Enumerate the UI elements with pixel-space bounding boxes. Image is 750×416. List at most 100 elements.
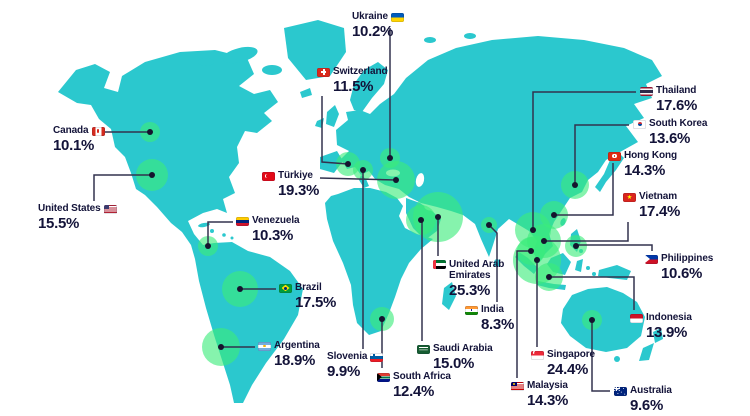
country-label-switzerland: Switzerland 11.5% — [317, 66, 388, 95]
leader-line-thailand — [532, 91, 636, 230]
country-name: Venezuela — [252, 215, 300, 226]
island — [586, 266, 590, 270]
country-name: Argentina — [274, 340, 320, 351]
country-name: South Africa — [393, 371, 451, 382]
south-korea-flag-icon — [633, 119, 646, 129]
turkiye-flag-icon — [262, 171, 275, 181]
united-arab-emirates-flag-icon — [433, 260, 446, 269]
country-value: 14.3% — [527, 392, 569, 409]
leader-line-vietnam — [544, 222, 629, 242]
malaysia-flag-icon — [511, 381, 524, 391]
leader-lines-layer — [93, 28, 653, 392]
country-value: 13.6% — [649, 130, 691, 147]
slovenia-flag-icon — [370, 352, 384, 362]
anchor-dot-australia — [589, 317, 595, 323]
country-label-slovenia: Slovenia 9.9% — [327, 351, 384, 379]
country-value: 10.6% — [661, 265, 703, 282]
arctic-island — [262, 65, 282, 75]
country-label-argentina: Argentina 18.9% — [258, 341, 320, 368]
anchor-dot-india — [486, 222, 492, 228]
anchor-dot-south-korea — [572, 182, 578, 188]
country-value: 25.3% — [449, 282, 491, 299]
country-name: Türkiye — [278, 170, 313, 181]
country-label-turkiye: Türkiye 19.3% — [262, 171, 319, 198]
anchor-dot-hong-kong — [551, 212, 557, 218]
country-label-singapore: Singapore 24.4% — [531, 350, 595, 377]
country-value: 17.4% — [639, 203, 681, 220]
arctic-island — [464, 33, 476, 39]
continent-africa — [325, 188, 433, 335]
country-name: South Korea — [649, 118, 708, 129]
arctic-island — [222, 46, 258, 64]
country-name: Switzerland — [333, 66, 388, 77]
leader-line-turkiye — [319, 177, 397, 181]
leader-line-south-korea — [574, 124, 629, 185]
leader-line-india — [488, 224, 498, 302]
philippines-flag-icon — [645, 254, 658, 264]
anchor-dots-layer — [147, 129, 595, 350]
iceland — [300, 88, 312, 98]
country-name: Slovenia — [327, 351, 368, 362]
new-zealand-south — [639, 343, 654, 361]
country-label-thailand: Thailand 17.6% — [640, 86, 697, 113]
country-label-hong-kong: Hong Kong 14.3% — [608, 151, 677, 178]
country-value: 17.6% — [656, 97, 698, 114]
country-name: Hong Kong — [624, 150, 677, 161]
anchor-dot-vietnam — [541, 238, 547, 244]
country-label-brazil: Brazil 17.5% — [279, 283, 336, 310]
country-label-ukraine: Ukraine 10.2% — [352, 12, 404, 39]
india-flag-icon — [465, 305, 478, 315]
country-name: Brazil — [295, 282, 322, 293]
brazil-flag-icon — [279, 283, 292, 293]
leader-line-australia — [591, 320, 610, 392]
hong-kong-flag-icon — [608, 151, 621, 161]
cuba — [198, 222, 210, 228]
country-value: 10.3% — [252, 227, 294, 244]
caspian-sea — [415, 173, 425, 187]
country-label-vietnam: Vietnam 17.4% — [623, 192, 680, 219]
island — [230, 236, 234, 240]
country-name: Singapore — [547, 349, 595, 360]
arctic-island — [198, 58, 214, 66]
japan — [595, 152, 624, 192]
thailand-flag-icon — [640, 86, 653, 96]
singapore-flag-icon — [531, 350, 544, 360]
continent-americas — [58, 50, 303, 403]
british-isles — [326, 105, 339, 127]
country-name: Vietnam — [639, 191, 678, 202]
anchor-dot-singapore — [534, 257, 540, 263]
argentina-flag-icon — [258, 341, 271, 351]
country-value: 13.9% — [646, 324, 688, 341]
country-name: Thailand — [656, 85, 697, 96]
country-name: Australia — [630, 385, 672, 396]
leader-line-hong-kong — [554, 163, 614, 216]
country-label-indonesia: Indonesia 13.9% — [630, 313, 692, 340]
country-name: India — [481, 304, 504, 315]
madagascar — [442, 282, 456, 310]
leader-line-malaysia — [516, 250, 531, 378]
australia — [561, 287, 645, 352]
anchor-dot-south-africa — [379, 316, 385, 322]
country-name: Philippines — [661, 253, 714, 264]
vietnam-flag-icon — [623, 192, 636, 202]
country-name: Malaysia — [527, 380, 568, 391]
country-label-south-korea: South Korea 13.6% — [633, 119, 707, 146]
country-value: 11.5% — [333, 78, 374, 95]
greenland — [284, 20, 346, 80]
country-label-venezuela: Venezuela 10.3% — [236, 215, 300, 244]
country-name: Indonesia — [646, 312, 692, 323]
anchor-dot-indonesia — [546, 274, 552, 280]
country-label-australia: Australia 9.6% — [614, 386, 672, 413]
anchor-dot-ukraine — [387, 155, 393, 161]
anchor-dot-switzerland — [345, 161, 351, 167]
anchor-dot-venezuela — [205, 243, 211, 249]
country-value: 8.3% — [481, 316, 514, 333]
country-value: 10.1% — [53, 137, 95, 154]
island — [222, 233, 226, 237]
canada-flag-icon — [91, 126, 105, 136]
anchor-dot-united-states — [149, 172, 155, 178]
country-label-india: India 8.3% — [465, 305, 514, 332]
country-value: 17.5% — [295, 294, 337, 311]
